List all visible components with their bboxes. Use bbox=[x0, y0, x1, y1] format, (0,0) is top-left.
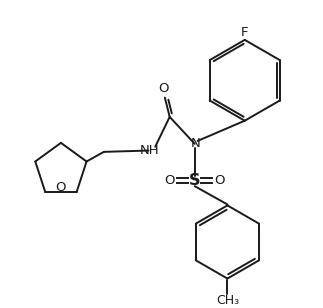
Text: NH: NH bbox=[140, 144, 159, 157]
Text: O: O bbox=[164, 174, 175, 187]
Text: F: F bbox=[241, 26, 248, 39]
Text: S: S bbox=[189, 173, 201, 188]
Text: N: N bbox=[191, 137, 201, 150]
Text: O: O bbox=[214, 174, 225, 187]
Text: O: O bbox=[56, 181, 66, 194]
Text: O: O bbox=[159, 83, 169, 95]
Text: CH₃: CH₃ bbox=[216, 294, 239, 307]
